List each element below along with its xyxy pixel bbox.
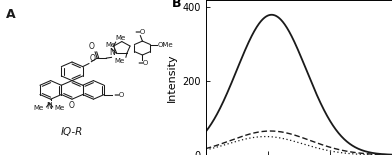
Text: IQ-R: IQ-R [61,127,83,137]
Text: OMe: OMe [158,42,173,48]
Text: =O: =O [137,60,148,66]
Text: Me: Me [114,58,125,64]
Text: O: O [89,42,94,51]
Text: B: B [172,0,182,10]
Text: N: N [47,102,53,111]
Text: Me: Me [33,105,44,111]
Text: =O: =O [135,29,146,35]
Y-axis label: Intensity: Intensity [167,53,177,102]
Text: Me: Me [55,106,65,111]
Text: A: A [6,8,16,21]
Text: O: O [90,54,96,63]
Text: Me: Me [116,35,126,41]
Text: O: O [69,101,75,110]
Text: =O: =O [113,92,125,97]
Text: N: N [109,48,115,57]
Text: Me: Me [105,42,116,48]
